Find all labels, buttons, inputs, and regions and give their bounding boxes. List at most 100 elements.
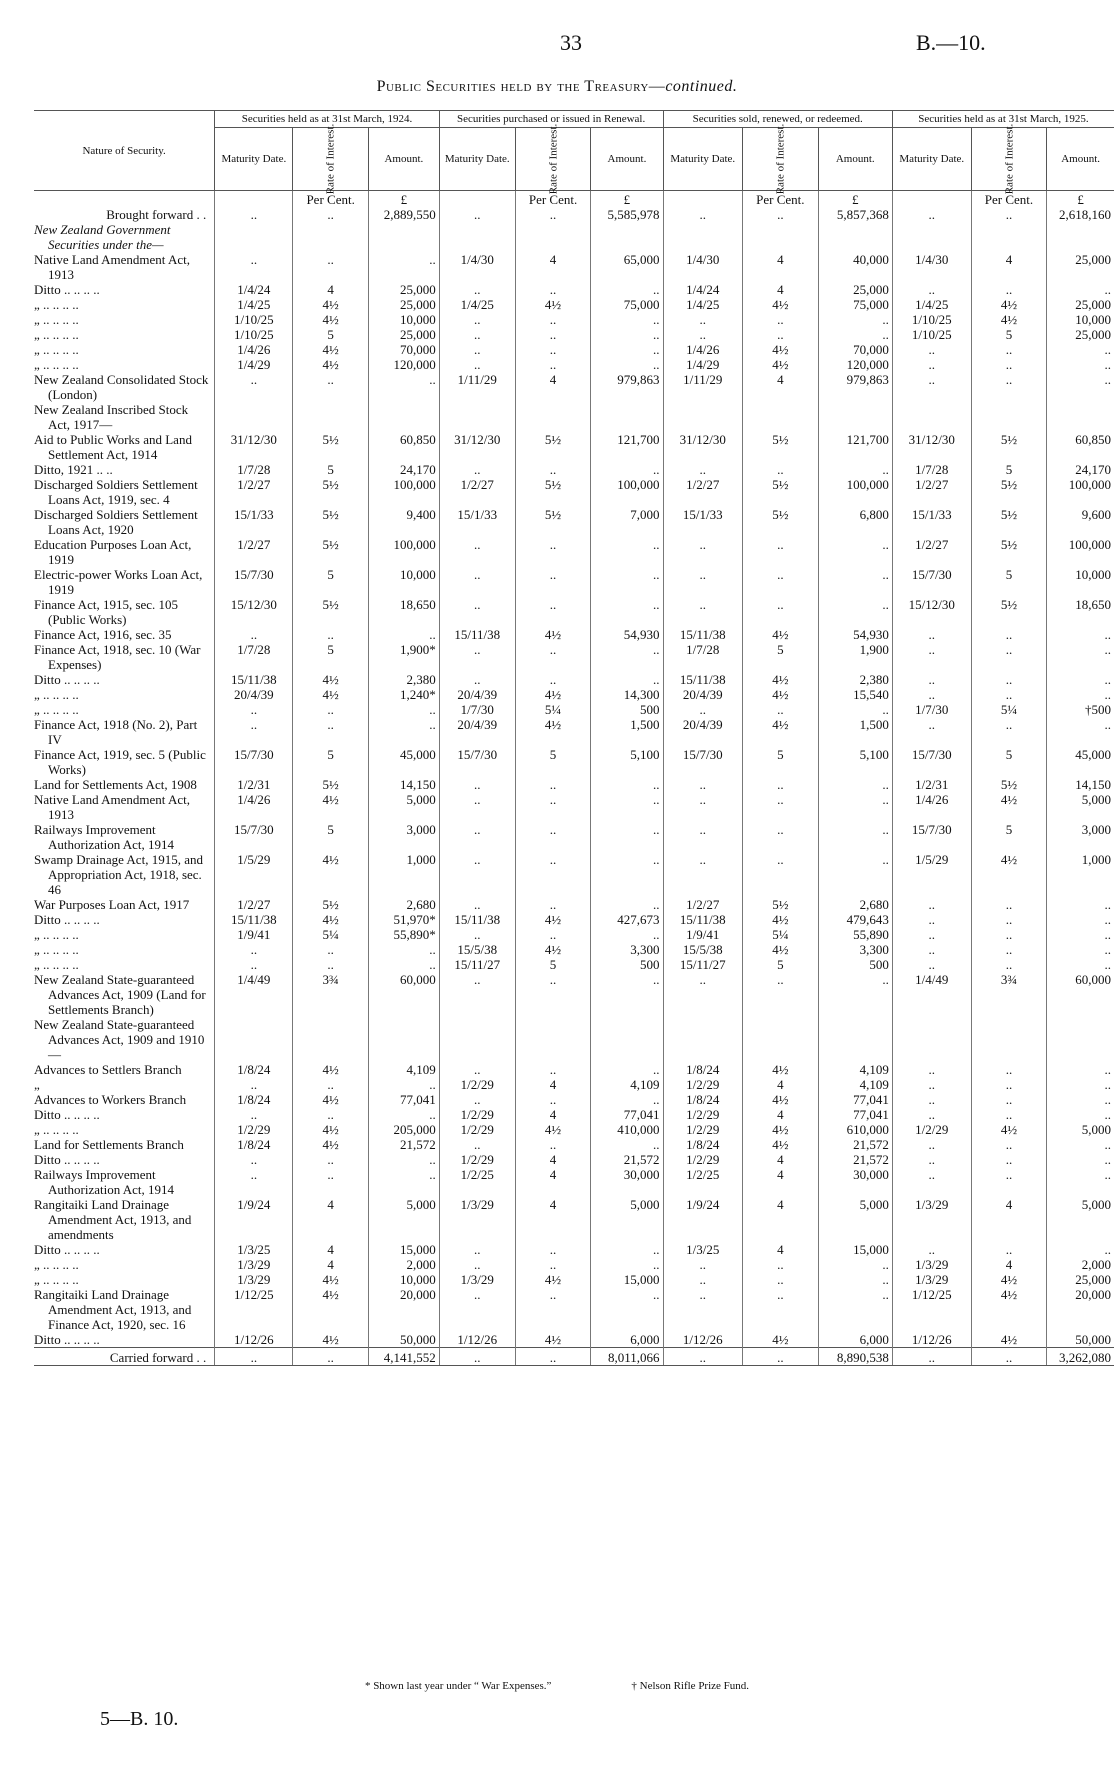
- cell: ..: [970, 1107, 1047, 1122]
- cell: 5,100: [817, 747, 893, 777]
- cell: ..: [970, 1077, 1047, 1092]
- cell: ..: [438, 897, 516, 912]
- cell: 5,000: [1046, 792, 1114, 822]
- cell: 5,000: [1046, 1197, 1114, 1242]
- cell: ..: [292, 207, 369, 222]
- cell: 10,000: [367, 567, 440, 597]
- cell: ..: [438, 537, 516, 567]
- table-row: Land for Settlements Branch 1/8/24 4½ 21,57…: [34, 1137, 1114, 1152]
- cell: 5½: [292, 537, 369, 567]
- sub-header-text: Rate of Interest.: [1002, 123, 1015, 195]
- cell: 4½: [970, 1122, 1047, 1137]
- cell: 54,930: [817, 627, 893, 642]
- cell: ..: [662, 327, 743, 342]
- cell: 4½: [292, 1287, 369, 1332]
- cell: 4½: [970, 1332, 1047, 1348]
- unit-cell: Per Cent.: [742, 190, 819, 207]
- cell: ..: [891, 282, 972, 297]
- cell: 1,000: [367, 852, 440, 897]
- cell: ..: [438, 597, 516, 627]
- cell: ..: [367, 702, 440, 717]
- cell: ..: [292, 717, 369, 747]
- cell: 6,000: [590, 1332, 664, 1348]
- table-row: New Zealand State-guaranteed Advances Ac…: [34, 1017, 1114, 1062]
- cell: 1/2/29: [438, 1152, 516, 1167]
- cell: 4½: [292, 672, 369, 687]
- cell: 20,000: [367, 1287, 440, 1332]
- cell: 1/4/29: [214, 357, 293, 372]
- cell: ..: [514, 342, 591, 357]
- cell: 7,000: [590, 507, 664, 537]
- cell: 4: [970, 1197, 1047, 1242]
- cell: ..: [514, 1137, 591, 1152]
- cell: 1/3/29: [891, 1272, 972, 1287]
- sub-header: Amount.: [590, 127, 664, 191]
- cell: ..: [438, 777, 516, 792]
- sub-header-text: Rate of Interest.: [547, 123, 560, 195]
- cell: 4½: [742, 942, 819, 957]
- cell: ..: [662, 207, 743, 222]
- cell: ..: [662, 567, 743, 597]
- row-label: Ditto .. .. .. ..: [34, 1242, 100, 1257]
- cell: 1/12/26: [891, 1332, 972, 1348]
- cell: ..: [514, 1347, 591, 1366]
- row-label: Native Land Amendment Act, 1913: [34, 792, 190, 822]
- cell: 21,572: [817, 1152, 893, 1167]
- cell: [1046, 402, 1114, 432]
- cell: 2,680: [817, 897, 893, 912]
- table-row: „ .. .. .. ........ 15/5/38 4½ 3,300 15/5/38…: [34, 942, 1114, 957]
- cell: ..: [970, 1137, 1047, 1152]
- cell: 75,000: [817, 297, 893, 312]
- cell: 77,041: [817, 1107, 893, 1122]
- cell: 15/11/38: [438, 627, 516, 642]
- nature-header: Nature of Security.: [34, 110, 215, 191]
- cell: ..: [742, 1272, 819, 1287]
- cell: ..: [292, 942, 369, 957]
- cell: 1/11/29: [662, 372, 743, 402]
- cell: ..: [1046, 942, 1114, 957]
- cell: 10,000: [367, 1272, 440, 1287]
- row-label: Ditto .. .. .. ..: [34, 672, 100, 687]
- cell: 1,900: [817, 642, 893, 672]
- cell: ..: [891, 1152, 972, 1167]
- cell: ..: [367, 1077, 440, 1092]
- cell: 4½: [742, 1092, 819, 1107]
- table-row: „ .. .. .. .. 1/3/29 4 2,000............ 1/3…: [34, 1257, 1114, 1272]
- cell: 14,300: [590, 687, 664, 702]
- cell: 100,000: [367, 477, 440, 507]
- footer: 5—B. 10.: [100, 1708, 179, 1730]
- cell: 4: [742, 252, 819, 282]
- cell: 4½: [514, 627, 591, 642]
- cell: ..: [662, 1287, 743, 1332]
- cell: 5¼: [970, 702, 1047, 717]
- cell: 5,000: [367, 792, 440, 822]
- cell: 610,000: [817, 1122, 893, 1137]
- cell: ..: [590, 597, 664, 627]
- cell: ..: [438, 312, 516, 327]
- cell: 4: [742, 1152, 819, 1167]
- cell: ..: [590, 357, 664, 372]
- cell: 5,100: [590, 747, 664, 777]
- cell: 1/2/25: [438, 1167, 516, 1197]
- cell: 4½: [742, 1062, 819, 1077]
- row-label: Ditto .. .. .. ..: [34, 1332, 100, 1347]
- cell: 5½: [970, 432, 1047, 462]
- cell: ..: [590, 462, 664, 477]
- unit-cell: Per Cent.: [514, 190, 591, 207]
- cell: [742, 402, 819, 432]
- cell: 4½: [292, 1137, 369, 1152]
- cell: 6,800: [817, 507, 893, 537]
- cell: 1/2/27: [662, 897, 743, 912]
- cell: [292, 222, 369, 252]
- cell: ..: [514, 972, 591, 1017]
- cell: ..: [970, 1347, 1047, 1366]
- cell: 1,240*: [367, 687, 440, 702]
- cell: 4: [514, 1167, 591, 1197]
- cell: 4,109: [817, 1062, 893, 1077]
- cell: ..: [817, 792, 893, 822]
- cell: 5¼: [742, 927, 819, 942]
- cell: ..: [1046, 1152, 1114, 1167]
- cell: 1/4/26: [662, 342, 743, 357]
- cell: 15/11/38: [662, 672, 743, 687]
- cell: ..: [891, 957, 972, 972]
